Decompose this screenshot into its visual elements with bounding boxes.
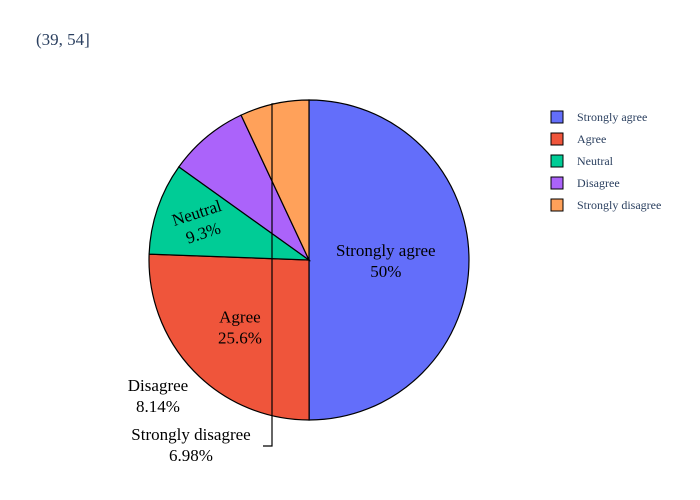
pie-slice-strongly-agree[interactable] (308, 99, 470, 421)
pie-slices (148, 99, 470, 421)
legend-label-disagree[interactable]: Disagree (577, 176, 620, 190)
legend: Strongly agree Agree Neutral Disagree Strong… (550, 110, 661, 212)
legend-swatch-agree[interactable] (550, 132, 564, 146)
pie-slice-agree[interactable] (148, 253, 310, 421)
legend-label-neutral[interactable]: Neutral (577, 154, 614, 168)
slice-label-strongly-agree: Strongly agree 50% (336, 241, 436, 281)
legend-label-strongly-agree[interactable]: Strongly agree (577, 110, 647, 124)
chart-title: (39, 54] (36, 30, 90, 49)
slice-label-strongly-disagree: Strongly disagree 6.98% (131, 425, 250, 465)
pie-slice-strongly-disagree[interactable] (240, 99, 310, 261)
slice-label-agree: Agree 25.6% (218, 308, 262, 348)
legend-swatch-strongly-agree[interactable] (550, 110, 564, 124)
legend-swatch-neutral[interactable] (550, 154, 564, 168)
pie-slice-neutral[interactable] (148, 166, 311, 261)
legend-swatch-strongly-disagree[interactable] (550, 198, 564, 212)
leader-line-strongly-disagree (263, 103, 275, 447)
legend-label-agree[interactable]: Agree (577, 132, 606, 146)
slice-label-disagree: Disagree 8.14% (128, 376, 188, 416)
legend-swatch-disagree[interactable] (550, 176, 564, 190)
legend-label-strongly-disagree[interactable]: Strongly disagree (577, 198, 661, 212)
